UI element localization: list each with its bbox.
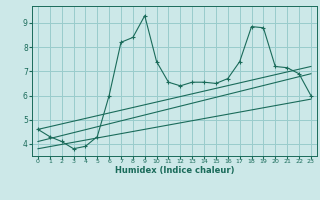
X-axis label: Humidex (Indice chaleur): Humidex (Indice chaleur) — [115, 166, 234, 175]
